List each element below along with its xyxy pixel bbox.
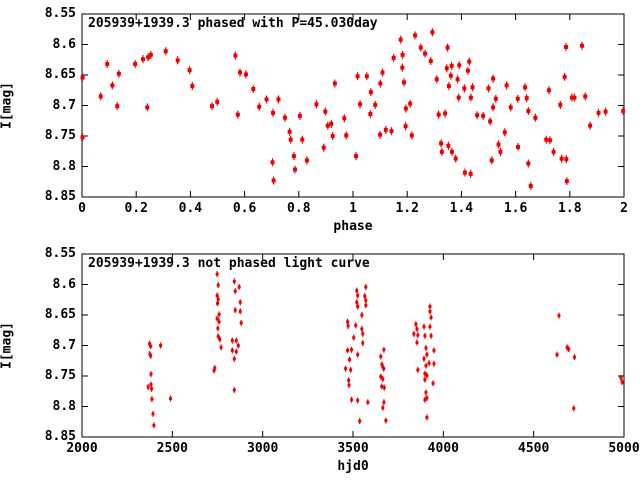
x-axis-label: phase: [333, 219, 373, 234]
scatter-points: [146, 271, 624, 429]
x-tick-label: 1.6: [503, 201, 528, 216]
axis-ticks: [81, 253, 625, 438]
y-axis-label: I[mag]: [0, 82, 15, 129]
x-tick-label: 1.4: [449, 201, 474, 216]
chart-title: 205939+1939.3 not phased light curve: [88, 256, 370, 271]
y-tick-label: 8.55: [44, 246, 76, 261]
x-tick-label: 0.8: [287, 201, 311, 216]
x-tick-label: 4000: [427, 441, 459, 456]
phased-light-curve-panel: 205939+1939.3 phased with P=45.030day I[…: [0, 6, 628, 235]
unphased-light-curve-panel: 205939+1939.3 not phased light curve I[m…: [0, 240, 640, 480]
y-tick-label: 8.8: [52, 398, 76, 414]
y-tick-label: 8.6: [52, 36, 76, 52]
x-tick-label: 0.6: [232, 201, 257, 216]
y-tick-label: 8.75: [44, 128, 76, 143]
y-tick-label: 8.6: [52, 276, 76, 292]
y-axis-label: I[mag]: [0, 322, 15, 369]
x-tick-label: 3000: [247, 441, 279, 456]
plot-area: [81, 253, 625, 438]
x-tick-label: 0.2: [124, 201, 148, 216]
plot-area: [80, 13, 626, 198]
plot-border: [81, 13, 625, 198]
y-tick-label: 8.65: [44, 67, 76, 82]
x-tick-label: 1.2: [395, 201, 419, 216]
x-tick-label: 2500: [156, 441, 188, 456]
x-tick-label: 3500: [337, 441, 369, 456]
x-tick-label: 2: [620, 201, 628, 216]
x-axis-label: hjd0: [337, 459, 369, 474]
y-tick-label: 8.65: [44, 307, 76, 322]
y-tick-label: 8.55: [44, 6, 76, 21]
plot-border: [81, 253, 625, 438]
y-tick-label: 8.7: [52, 97, 76, 113]
x-tick-label: 1.8: [558, 201, 582, 216]
x-tick-label: 4500: [518, 441, 550, 456]
x-tick-label: 0.4: [178, 201, 203, 216]
y-tick-label: 8.7: [52, 337, 76, 353]
scatter-points: [80, 28, 626, 191]
x-tick-label: 2000: [66, 441, 98, 456]
y-tick-label: 8.8: [52, 158, 76, 174]
x-tick-label: 0: [78, 201, 86, 216]
chart-title: 205939+1939.3 phased with P=45.030day: [88, 16, 378, 31]
axis-ticks: [81, 13, 625, 198]
y-tick-label: 8.75: [44, 368, 76, 383]
x-tick-label: 1: [349, 201, 357, 216]
x-tick-label: 5000: [608, 441, 640, 456]
y-tick-label: 8.85: [44, 189, 76, 204]
y-tick-label: 8.85: [44, 429, 76, 444]
